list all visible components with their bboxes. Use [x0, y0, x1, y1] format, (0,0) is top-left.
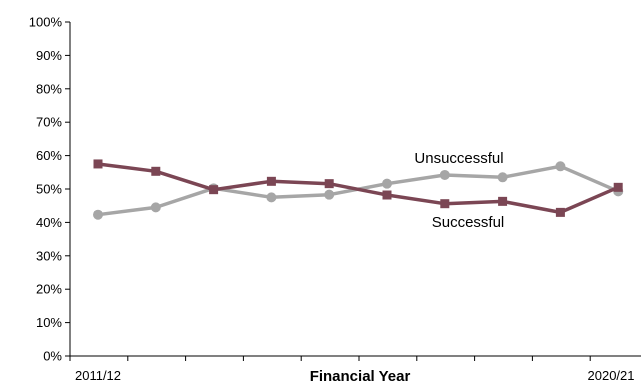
data-point-unsuccessful: [93, 209, 103, 220]
data-point-successful: [613, 182, 623, 192]
data-point-successful: [498, 196, 508, 206]
series-layer: [93, 159, 624, 220]
y-tick-label: 100%: [29, 15, 63, 30]
data-point-successful: [266, 176, 276, 186]
y-tick-label: 70%: [36, 115, 62, 130]
y-tick-label: 20%: [36, 282, 62, 297]
y-tick-label: 0%: [43, 349, 62, 364]
y-tick-label: 10%: [36, 315, 62, 330]
series-label-unsuccessful: Unsuccessful: [414, 150, 503, 167]
data-point-successful: [382, 190, 392, 200]
data-point-unsuccessful: [497, 172, 508, 183]
series-label-successful: Successful: [432, 214, 505, 231]
y-tick-label: 80%: [36, 81, 62, 96]
series-line-successful: [97, 162, 619, 215]
x-axis-title: Financial Year: [310, 368, 411, 383]
x-tick-label-last: 2020/21: [588, 368, 635, 383]
y-tick-label: 30%: [36, 248, 62, 263]
data-point-successful: [440, 199, 450, 209]
x-axis: [69, 355, 641, 361]
y-axis: 0% 10% 20% 30% 40% 50% 60% 70% 80% 90% 100%: [29, 15, 71, 364]
x-tick-label-first: 2011/12: [75, 368, 121, 383]
data-point-successful: [555, 207, 565, 217]
data-point-successful: [151, 166, 161, 176]
data-point-unsuccessful: [324, 189, 335, 200]
data-point-successful: [209, 185, 219, 195]
data-point-successful: [324, 179, 334, 189]
data-point-unsuccessful: [439, 169, 450, 180]
y-tick-label: 90%: [36, 48, 62, 63]
data-point-unsuccessful: [266, 192, 277, 203]
y-tick-label: 40%: [36, 215, 62, 230]
data-point-unsuccessful: [382, 178, 392, 189]
data-point-unsuccessful: [150, 202, 161, 213]
data-point-successful: [93, 159, 103, 169]
y-tick-label: 50%: [36, 182, 62, 197]
y-tick-label: 60%: [36, 148, 62, 163]
data-point-unsuccessful: [555, 161, 566, 172]
